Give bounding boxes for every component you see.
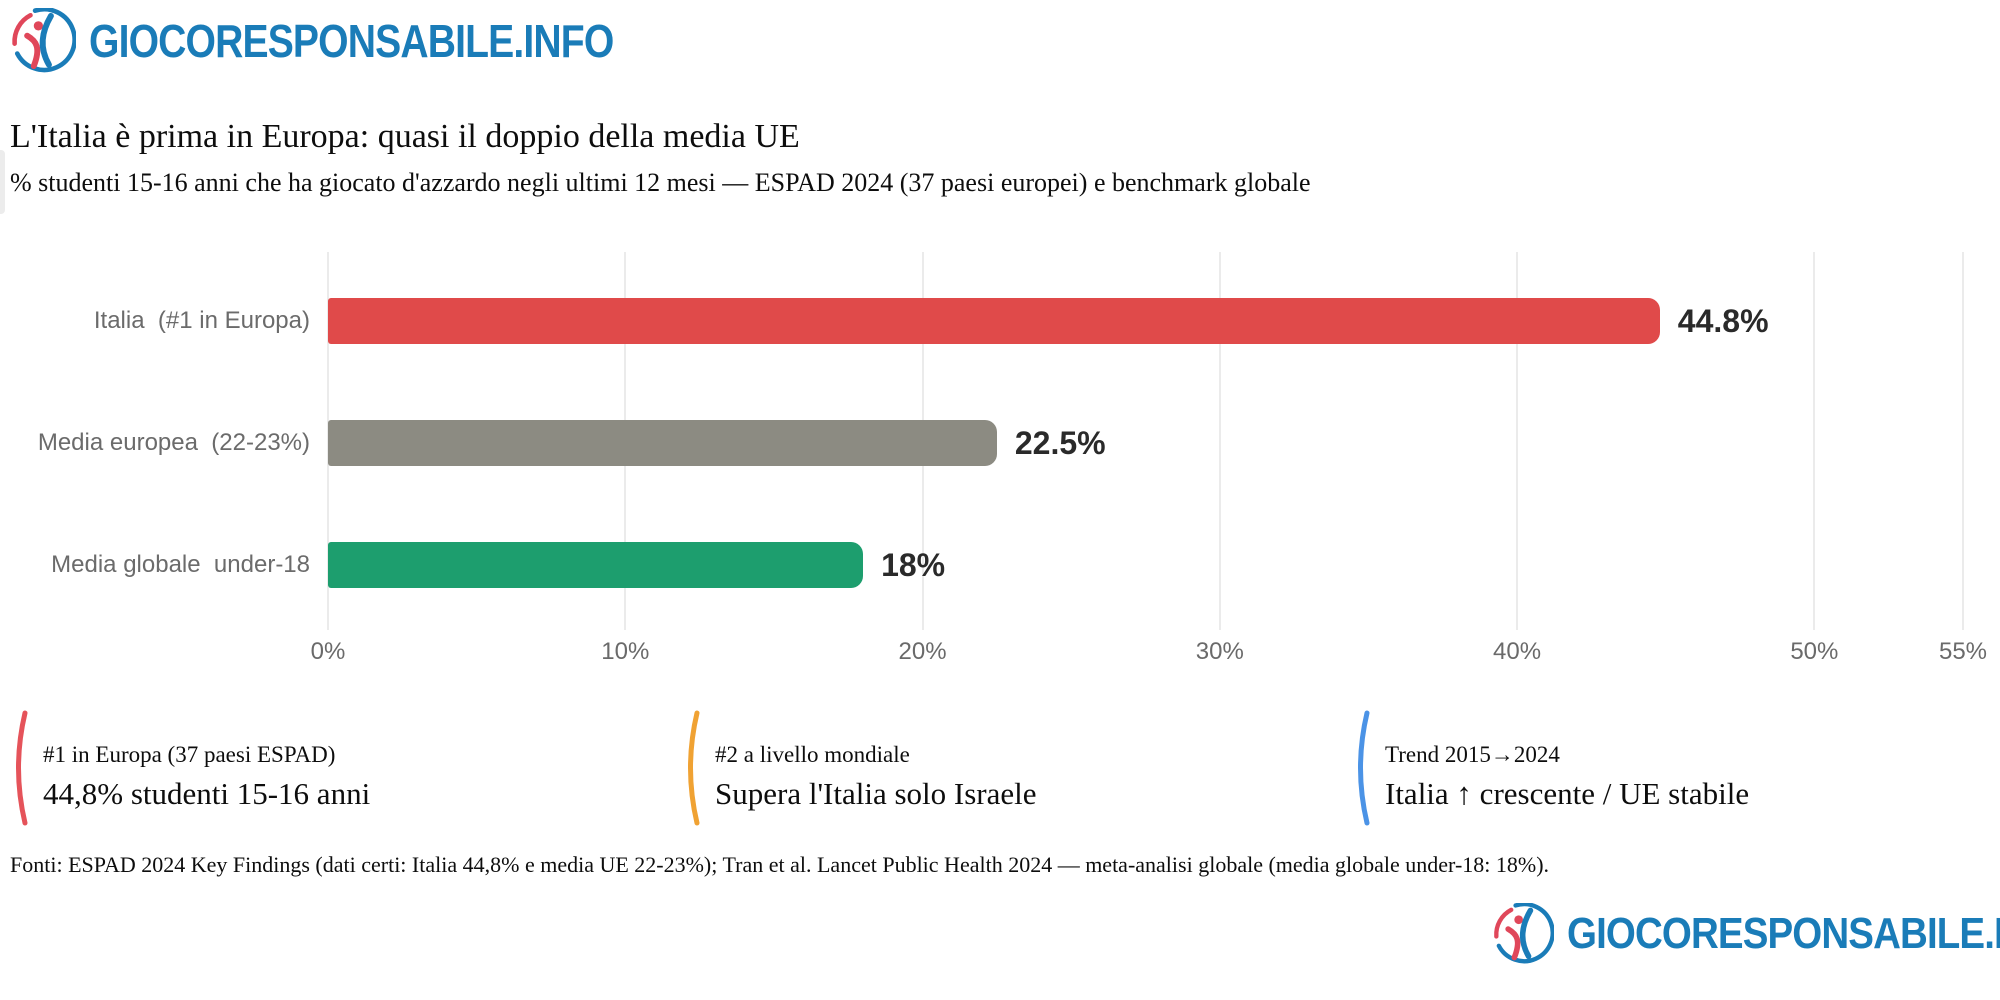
- left-edge-mark: [0, 150, 5, 214]
- callout-body: #2 a livello mondiale Supera l'Italia so…: [715, 710, 1037, 826]
- x-tick-label: 20%: [898, 638, 947, 665]
- callout-title: #1 in Europa (37 paesi ESPAD): [43, 742, 336, 767]
- x-tick-label: 50%: [1790, 638, 1839, 665]
- callout-trend: Trend 2015→2024 Italia ↑ crescente / UE …: [1352, 710, 1749, 826]
- bar-row-italia: Italia (#1 in Europa) 44.8%: [0, 298, 2000, 344]
- value-label-italia: 44.8%: [1677, 302, 1769, 339]
- x-tick-label: 55%: [1938, 638, 1988, 665]
- callout-value: Supera l'Italia solo Israele: [715, 776, 1037, 811]
- value-label-media-europea: 22.5%: [1014, 424, 1106, 461]
- bar-row-media-globale: Media globale under-18 18%: [0, 542, 2000, 588]
- bar-italia: [328, 298, 1660, 344]
- category-label-media-globale: Media globale under-18: [51, 551, 310, 578]
- gridline: [1962, 252, 1964, 630]
- gridline: [1516, 252, 1519, 630]
- gridline: [1813, 252, 1816, 630]
- giocoresponsabile-logo-icon: [12, 8, 76, 73]
- x-tick-label: 40%: [1493, 638, 1542, 665]
- bar-row-media-europea: Media europea (22-23%) 22.5%: [0, 420, 2000, 466]
- x-tick-label: 0%: [310, 638, 346, 665]
- bracket-icon: [16, 710, 28, 826]
- callout-value: 44,8% studenti 15-16 anni: [43, 776, 371, 811]
- brand-name: GIOCORESPONSABILE.INFO: [1567, 909, 2000, 958]
- x-tick-label: 30%: [1195, 638, 1244, 665]
- page-subtitle: % studenti 15-16 anni che ha giocato d'a…: [10, 168, 1311, 197]
- value-label-media-globale: 18%: [881, 546, 946, 583]
- callout-title: Trend 2015→2024: [1385, 742, 1560, 767]
- giocoresponsabile-logo-icon: [1494, 903, 1554, 964]
- callout-europa: #1 in Europa (37 paesi ESPAD) 44,8% stud…: [10, 710, 370, 826]
- callout-title: #2 a livello mondiale: [715, 742, 910, 767]
- category-label-media-europea: Media europea (22-23%): [37, 429, 310, 456]
- page-title: L'Italia è prima in Europa: quasi il dop…: [10, 118, 800, 155]
- x-tick-label: 10%: [601, 638, 650, 665]
- brand-name: GIOCORESPONSABILE.INFO: [89, 15, 614, 67]
- callout-mondiale: #2 a livello mondiale Supera l'Italia so…: [682, 710, 1037, 826]
- bracket-icon: [1358, 710, 1370, 826]
- bar-media-europea: [328, 420, 997, 466]
- gridline: [1218, 252, 1221, 630]
- bracket-icon: [688, 710, 700, 826]
- bar-media-globale: [328, 542, 864, 588]
- callout-body: Trend 2015→2024 Italia ↑ crescente / UE …: [1385, 710, 1749, 826]
- callout-value: Italia ↑ crescente / UE stabile: [1385, 776, 1750, 811]
- callout-body: #1 in Europa (37 paesi ESPAD) 44,8% stud…: [43, 710, 370, 826]
- bar-chart: Italia (#1 in Europa) 44.8% Media europe…: [0, 240, 2000, 670]
- brand-header: GIOCORESPONSABILE.INFO: [10, 8, 706, 74]
- x-axis: 0% 10% 20% 30% 40% 50% 55%: [311, 638, 1987, 670]
- brand-footer: GIOCORESPONSABILE.INFO: [1492, 902, 2000, 966]
- source-note: Fonti: ESPAD 2024 Key Findings (dati cer…: [10, 852, 1550, 877]
- category-label-italia: Italia (#1 in Europa): [93, 307, 310, 334]
